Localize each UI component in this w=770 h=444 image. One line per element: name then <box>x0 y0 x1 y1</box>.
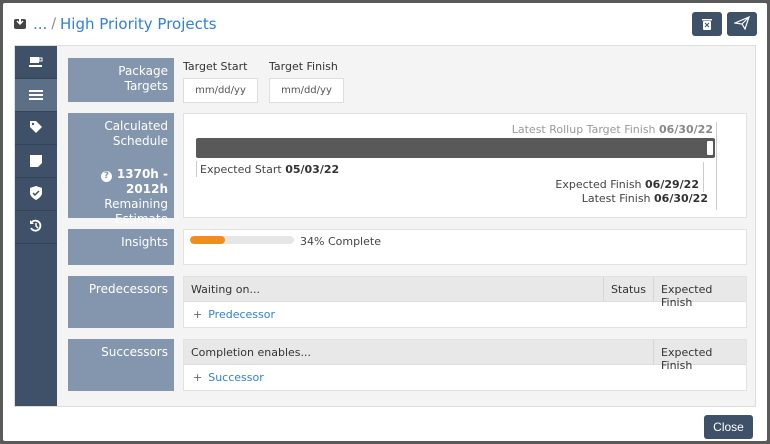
estimate-label-line2: Remaining <box>104 197 168 211</box>
close-button[interactable]: Close <box>704 415 753 439</box>
predecessors-label: Predecessors <box>68 276 174 328</box>
history-icon <box>29 218 43 237</box>
table-header: Waiting on... Status Expected Finish <box>184 277 746 309</box>
latest-finish: Latest Finish 06/30/22 <box>581 192 708 205</box>
estimate-label-line3: Estimate <box>114 212 168 226</box>
sidebar <box>15 46 57 406</box>
insights-panel: 34% Complete <box>183 229 747 265</box>
target-start-input[interactable]: mm/dd/yy <box>183 78 258 103</box>
package-icon <box>13 15 27 34</box>
predecessors-table: Waiting on... Status Expected Finish + Pred… <box>183 276 747 328</box>
dialog: ... / High Priority Projects Package Tar… <box>3 3 767 441</box>
progress-fill <box>190 236 226 244</box>
add-predecessor-button[interactable]: + Predecessor <box>193 308 275 321</box>
expected-start: Expected Start 05/03/22 <box>200 163 340 176</box>
successors-label: Successors <box>68 339 174 391</box>
insights-label: Insights <box>68 229 174 265</box>
target-start-label: Target Start <box>183 60 248 73</box>
shield-check-icon <box>30 185 42 204</box>
col-status: Status <box>602 277 653 301</box>
add-successor-button[interactable]: + Successor <box>193 371 264 384</box>
bar-end-marker <box>707 141 713 155</box>
col-waiting-on: Waiting on... <box>191 283 260 296</box>
sidebar-item-details[interactable] <box>15 79 57 112</box>
breadcrumb-separator: / <box>51 16 57 32</box>
sidebar-item-notes[interactable] <box>15 145 57 178</box>
delete-button[interactable] <box>692 12 722 36</box>
rollup-finish: Latest Rollup Target Finish 06/30/22 <box>511 123 713 136</box>
breadcrumb-ellipsis[interactable]: ... <box>33 15 48 33</box>
col-expected-finish: Expected Finish <box>653 277 746 309</box>
package-targets-label: Package Targets <box>68 58 174 102</box>
plus-icon: + <box>193 308 203 321</box>
schedule-bar <box>196 138 715 158</box>
note-icon <box>30 152 42 171</box>
help-icon[interactable]: ? <box>100 171 112 182</box>
list-icon <box>29 86 43 105</box>
sidebar-item-overview[interactable] <box>15 46 57 79</box>
schedule-panel: Latest Rollup Target Finish 06/30/22 Exp… <box>183 113 747 218</box>
tag-icon <box>29 119 43 138</box>
send-icon <box>732 15 750 34</box>
plus-icon: + <box>193 371 203 384</box>
table-header: Completion enables... Expected Finish <box>184 340 746 372</box>
target-finish-input[interactable]: mm/dd/yy <box>269 78 344 103</box>
coffee-icon <box>29 53 43 72</box>
schedule-label-line2: Schedule <box>112 134 168 148</box>
estimate-range: 1370h - 2012h <box>116 167 168 196</box>
target-finish-label: Target Finish <box>269 60 338 73</box>
dialog-body: Package Targets Target Start mm/dd/yy Ta… <box>14 45 756 407</box>
progress-text: 34% Complete <box>300 235 381 248</box>
schedule-label-line1: Calculated <box>104 119 168 133</box>
trash-icon <box>702 15 712 34</box>
sidebar-item-tags[interactable] <box>15 112 57 145</box>
progress-bar <box>190 236 294 244</box>
sidebar-item-security[interactable] <box>15 178 57 211</box>
col-completion-enables: Completion enables... <box>191 346 312 359</box>
dialog-header: ... / High Priority Projects <box>3 3 767 45</box>
send-button[interactable] <box>727 12 757 36</box>
calculated-schedule-label: Calculated Schedule ? 1370h - 2012h Remai… <box>68 113 174 226</box>
sidebar-item-history[interactable] <box>15 211 57 244</box>
successors-table: Completion enables... Expected Finish + Su… <box>183 339 747 391</box>
page-title: High Priority Projects <box>60 15 217 33</box>
col-expected-finish: Expected Finish <box>653 340 746 372</box>
expected-finish: Expected Finish 06/29/22 <box>555 178 699 191</box>
